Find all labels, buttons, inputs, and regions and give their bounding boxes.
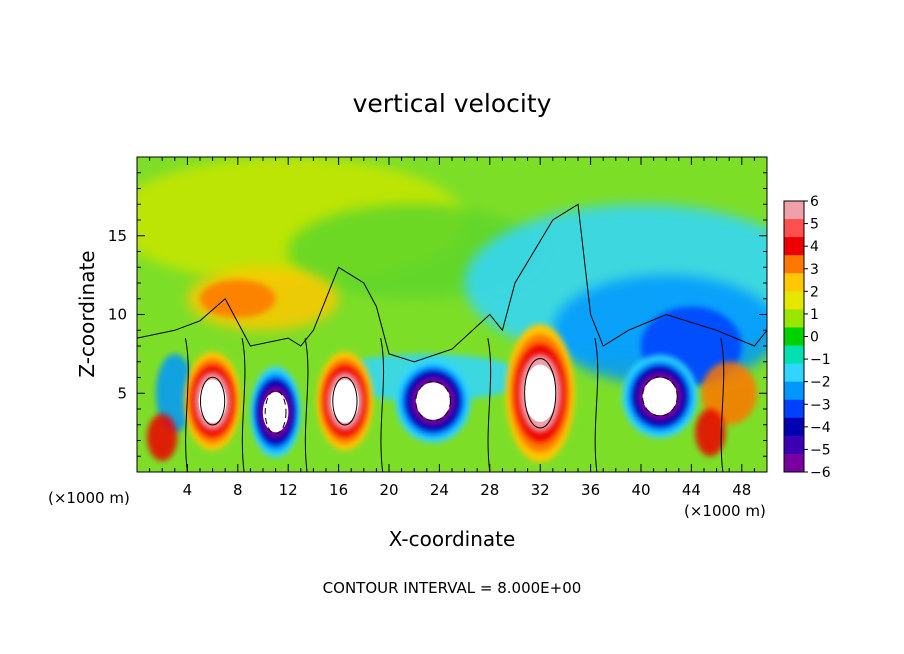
contour-line [415, 381, 451, 422]
x-tick-label: 32 [531, 481, 550, 499]
contour-line [241, 338, 246, 472]
contour-line [720, 338, 725, 472]
cell-band [198, 379, 227, 423]
colorbar-swatch [784, 363, 804, 383]
contour-line [264, 389, 287, 435]
x-tick-label: 16 [329, 481, 348, 499]
colorbar-swatch [784, 453, 804, 473]
colorbar-swatch [784, 273, 804, 292]
colorbar-label: 4 [810, 239, 819, 255]
colorbar-label: −6 [810, 465, 831, 481]
contour-line [642, 376, 678, 417]
x-tick-label: 20 [379, 481, 398, 499]
contour-line [524, 358, 557, 429]
colorbar-label: −2 [810, 375, 831, 391]
colorbar-swatch [784, 327, 804, 347]
colorbar-swatch [784, 345, 804, 365]
x-tick-label: 36 [581, 481, 600, 499]
zero-contour [137, 203, 767, 363]
shading-patch [147, 413, 178, 461]
x-tick-label: 44 [682, 481, 701, 499]
contour-line [594, 338, 599, 472]
colorbar-label: −1 [810, 352, 831, 368]
cell-band [415, 382, 451, 420]
y-tick-label: 5 [117, 384, 127, 402]
cell-band [642, 377, 678, 416]
colorbar-label: 3 [810, 262, 819, 278]
contour-line [199, 376, 226, 426]
shading-patch [701, 361, 757, 425]
x-tick-label: 24 [430, 481, 449, 499]
updraft-cell [505, 324, 575, 463]
colorbar-label: −3 [810, 397, 831, 413]
colorbar-swatch [784, 417, 804, 437]
y-tick-label: 15 [108, 227, 127, 245]
colorbar-swatch [784, 309, 804, 328]
colorbar-label: −4 [810, 420, 831, 436]
y-axis-label: Z-coordinate [75, 250, 99, 377]
contour-line [487, 338, 492, 472]
x-unit-right: (×1000 m) [684, 502, 766, 520]
colorbar-swatch [784, 255, 804, 274]
colorbar-label: 1 [810, 307, 819, 323]
contour-line [332, 376, 358, 426]
shading-patch [695, 409, 726, 457]
x-tick-label: 8 [233, 481, 243, 499]
colorbar-swatch [784, 399, 804, 419]
x-unit-left: (×1000 m) [48, 489, 130, 507]
shading-patch [200, 279, 276, 318]
colorbar-label: 0 [810, 330, 819, 346]
x-tick-label: 28 [480, 481, 499, 499]
cell-band [262, 391, 289, 433]
x-tick-label: 4 [183, 481, 193, 499]
colorbar-swatch [784, 381, 804, 401]
downdraft-cell [250, 366, 301, 458]
colorbar-swatch [784, 201, 804, 220]
cell-band [523, 364, 557, 422]
downdraft-cell [622, 354, 698, 438]
updraft-cell [316, 351, 373, 451]
y-axis-ticks: 5 10 15 [108, 172, 767, 457]
colorbar: 6 5 4 3 2 1 0 −1 −2 −3 −4 −5 −6 [783, 194, 831, 481]
y-tick-label: 10 [108, 306, 127, 324]
contour-line [304, 338, 309, 472]
contour-line [184, 338, 189, 472]
x-axis-ticks: 4 8 12 16 20 24 28 32 36 40 44 48 [149, 157, 755, 499]
contour-interval-note: CONTOUR INTERVAL = 8.000E+00 [323, 579, 582, 597]
x-tick-label: 48 [732, 481, 751, 499]
colorbar-swatch [784, 237, 804, 256]
contour-lines [137, 203, 767, 472]
x-axis-label: X-coordinate [389, 527, 516, 551]
chart-title: vertical velocity [353, 89, 552, 118]
x-tick-label: 12 [279, 481, 298, 499]
x-tick-label: 40 [631, 481, 650, 499]
colorbar-swatch [784, 219, 804, 238]
colorbar-label: 6 [810, 194, 819, 210]
cell-band [330, 379, 359, 423]
downdraft-cell [395, 359, 471, 443]
colorbar-label: 2 [810, 284, 819, 300]
updraft-cell [184, 351, 241, 451]
colorbar-swatch [784, 435, 804, 455]
colorbar-label: −5 [810, 442, 831, 458]
colorbar-swatch [784, 291, 804, 310]
shading-patch [155, 353, 194, 433]
colorbar-label: 5 [810, 217, 819, 233]
contour-line [380, 338, 385, 472]
velocity-field [137, 157, 767, 463]
